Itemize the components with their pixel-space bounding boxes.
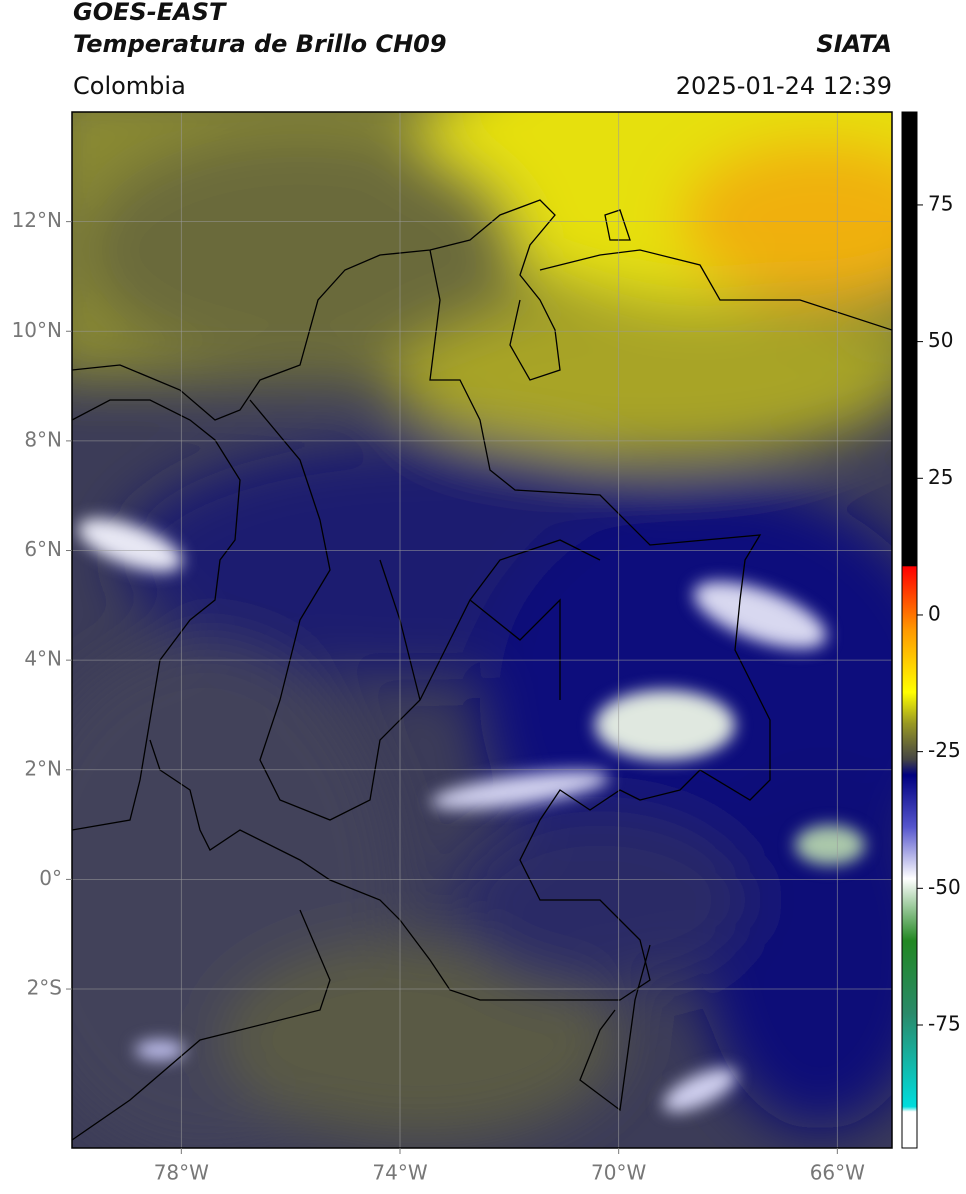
graticule: [72, 112, 892, 1148]
title: GOES-EAST: [73, 0, 227, 26]
colorbar-label: 25: [928, 465, 953, 489]
lat-label: 2°N: [24, 756, 62, 780]
lat-label: 4°N: [24, 647, 62, 671]
colorbar-label: 50: [928, 328, 953, 352]
colorbar-label: -50: [928, 875, 961, 899]
lon-label: 78°W: [154, 1161, 209, 1185]
colorbar-label: 0: [928, 601, 941, 625]
colorbar-label: -75: [928, 1011, 961, 1035]
colorbar-label: -25: [928, 738, 961, 762]
region: Colombia: [73, 72, 186, 100]
lat-label: 2°S: [27, 976, 62, 1000]
lat-label: 8°N: [24, 427, 62, 451]
map-frame: [71, 111, 893, 1149]
lat-label: 12°N: [12, 208, 62, 232]
lat-label: 10°N: [12, 318, 62, 342]
colorbar-label: 75: [928, 191, 953, 215]
lat-label: 0°: [39, 866, 62, 890]
colorbar: [901, 111, 918, 1149]
satellite-image: [72, 112, 892, 1148]
source: SIATA: [816, 30, 892, 58]
lon-label: 70°W: [591, 1161, 646, 1185]
borders: [72, 199, 892, 1141]
lon-label: 74°W: [372, 1161, 427, 1185]
datetime: 2025-01-24 12:39: [676, 72, 892, 100]
lat-label: 6°N: [24, 537, 62, 561]
subtitle: Temperatura de Brillo CH09: [73, 30, 447, 58]
lon-label: 66°W: [810, 1161, 865, 1185]
